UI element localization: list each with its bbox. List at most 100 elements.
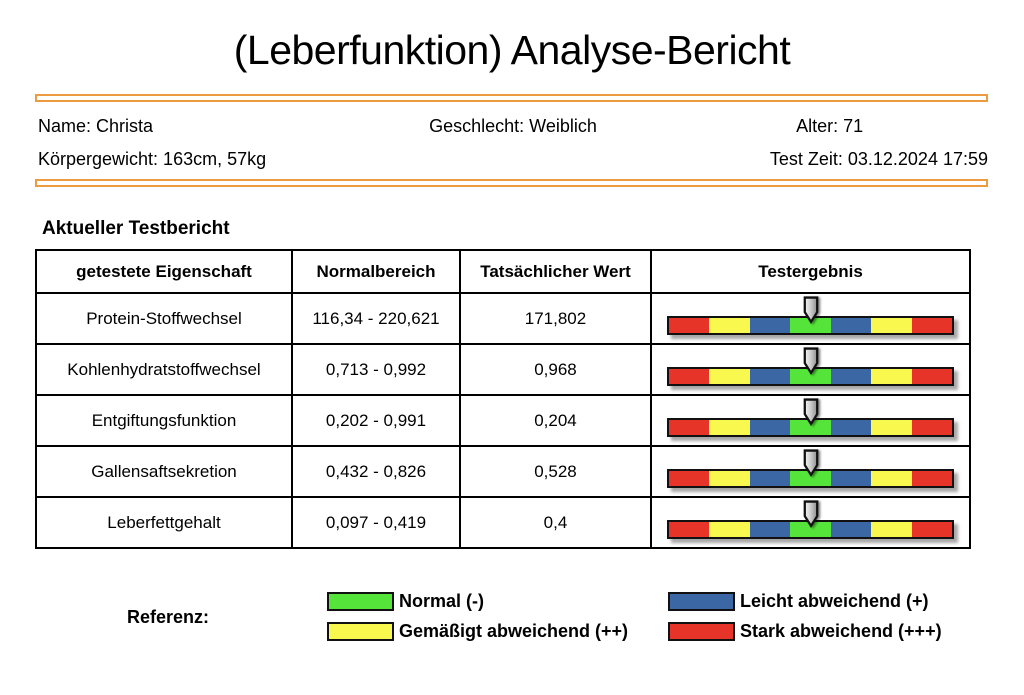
report-table-body: Protein-Stoffwechsel 116,34 - 220,621 17…: [35, 292, 971, 549]
legend-item-slight-deviation: Leicht abweichend (+): [668, 591, 942, 612]
test-result-cell: [650, 394, 971, 447]
tested-property-cell: Protein-Stoffwechsel: [35, 292, 293, 345]
bar-segment: [669, 318, 710, 333]
legend-item-moderate-deviation: Gemäßigt abweichend (++): [327, 621, 668, 642]
patient-name: Name: Christa: [38, 116, 154, 136]
bar-segment: [911, 420, 952, 435]
report-title: (Leberfunktion) Analyse-Bericht: [233, 27, 791, 73]
patient-gender: Geschlecht: Weiblich: [429, 116, 597, 136]
bar-segment: [871, 522, 912, 537]
actual-value-cell: 0,528: [459, 445, 652, 498]
result-bar-wrap: [667, 500, 954, 539]
divider-bottom: [35, 179, 988, 187]
bar-segment: [749, 420, 791, 435]
test-time: Test Zeit: 03.12.2024 17:59: [769, 149, 988, 169]
bar-segment: [749, 318, 791, 333]
section-title: Aktueller Testbericht: [42, 218, 230, 239]
legend-item-normal: Normal (-): [327, 591, 668, 612]
result-arrow-icon: [803, 398, 818, 427]
normal-range-cell: 0,713 - 0,992: [291, 343, 461, 396]
bar-segment: [830, 522, 872, 537]
result-arrow-icon: [803, 449, 818, 478]
bar-segment: [669, 471, 710, 486]
bar-segment: [871, 420, 912, 435]
legend-item-strong-deviation: Stark abweichend (+++): [668, 621, 942, 642]
table-row: Entgiftungsfunktion 0,202 - 0,991 0,204: [35, 394, 971, 447]
bar-segment: [871, 471, 912, 486]
bar-segment: [709, 420, 750, 435]
bar-segment: [830, 318, 872, 333]
actual-value-cell: 171,802: [459, 292, 652, 345]
result-bar-wrap: [667, 449, 954, 488]
legend-item-label: Leicht abweichend (+): [740, 591, 929, 611]
result-bar-wrap: [667, 347, 954, 386]
actual-value-cell: 0,4: [459, 496, 652, 549]
result-arrow-icon: [803, 347, 818, 376]
bar-segment: [790, 471, 831, 486]
bar-segment: [669, 522, 710, 537]
tested-property-cell: Gallensaftsekretion: [35, 445, 293, 498]
divider-top: [35, 94, 988, 102]
result-bar-wrap: [667, 398, 954, 437]
report-page: (Leberfunktion) Analyse-Bericht Name: Ch…: [0, 24, 1024, 695]
header-row: getestete Eigenschaft Normalbereich Tats…: [35, 249, 971, 294]
table-row: Leberfettgehalt 0,097 - 0,419 0,4: [35, 496, 971, 549]
tested-property-cell: Kohlenhydratstoffwechsel: [35, 343, 293, 396]
bar-segment: [830, 369, 872, 384]
header-normal-range: Normalbereich: [291, 249, 461, 294]
patient-info-row-2: Körpergewicht: 163cm, 57kg Test Zeit: 03…: [38, 148, 988, 170]
actual-value-cell: 0,204: [459, 394, 652, 447]
bar-segment: [709, 471, 750, 486]
bar-segment: [790, 318, 831, 333]
report-table-head: getestete Eigenschaft Normalbereich Tats…: [35, 249, 971, 294]
bar-segment: [749, 522, 791, 537]
legend-grid: Normal (-) Leicht abweichend (+) Gemäßig…: [327, 591, 942, 642]
legend-item-label: Gemäßigt abweichend (++): [399, 621, 629, 641]
header-test-result: Testergebnis: [650, 249, 971, 294]
report-table: getestete Eigenschaft Normalbereich Tats…: [35, 249, 971, 549]
table-row: Gallensaftsekretion 0,432 - 0,826 0,528: [35, 445, 971, 498]
normal-range-cell: 116,34 - 220,621: [291, 292, 461, 345]
bar-segment: [830, 471, 872, 486]
legend-swatch-slight-deviation: [668, 592, 735, 611]
normal-range-cell: 0,432 - 0,826: [291, 445, 461, 498]
bar-segment: [871, 369, 912, 384]
normal-range-cell: 0,097 - 0,419: [291, 496, 461, 549]
legend-swatch-strong-deviation: [668, 622, 735, 641]
tested-property-cell: Entgiftungsfunktion: [35, 394, 293, 447]
result-arrow-icon: [803, 500, 818, 529]
bar-segment: [709, 369, 750, 384]
test-result-cell: [650, 496, 971, 549]
bar-segment: [911, 471, 952, 486]
bar-segment: [790, 522, 831, 537]
bar-segment: [749, 369, 791, 384]
bar-segment: [669, 369, 710, 384]
table-row: Protein-Stoffwechsel 116,34 - 220,621 17…: [35, 292, 971, 345]
legend-item-label: Stark abweichend (+++): [740, 621, 942, 641]
result-bar: [667, 316, 954, 335]
legend-item-label: Normal (-): [399, 591, 484, 611]
header-tested-property: getestete Eigenschaft: [35, 249, 293, 294]
bar-segment: [709, 522, 750, 537]
normal-range-cell: 0,202 - 0,991: [291, 394, 461, 447]
legend: Referenz: Normal (-) Leicht abweichend (…: [0, 589, 1024, 651]
header-actual-value: Tatsächlicher Wert: [459, 249, 652, 294]
legend-label: Referenz:: [127, 607, 210, 627]
result-arrow-icon: [803, 296, 818, 325]
legend-swatch-moderate-deviation: [327, 622, 394, 641]
bar-segment: [911, 522, 952, 537]
bar-segment: [790, 420, 831, 435]
table-row: Kohlenhydratstoffwechsel 0,713 - 0,992 0…: [35, 343, 971, 396]
actual-value-cell: 0,968: [459, 343, 652, 396]
patient-body-metrics: Körpergewicht: 163cm, 57kg: [38, 149, 267, 169]
bar-segment: [830, 420, 872, 435]
test-result-cell: [650, 292, 971, 345]
patient-age: Alter: 71: [796, 116, 864, 136]
bar-segment: [911, 369, 952, 384]
bar-segment: [871, 318, 912, 333]
tested-property-cell: Leberfettgehalt: [35, 496, 293, 549]
patient-info-row-1: Name: Christa Geschlecht: Weiblich Alter…: [38, 115, 988, 137]
test-result-cell: [650, 445, 971, 498]
bar-segment: [709, 318, 750, 333]
bar-segment: [669, 420, 710, 435]
